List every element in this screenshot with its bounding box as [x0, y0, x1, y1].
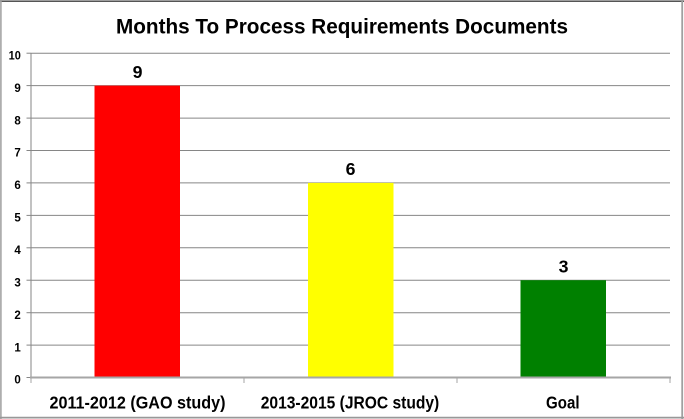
svg-text:8: 8: [14, 115, 21, 127]
svg-text:4: 4: [14, 245, 21, 257]
svg-text:10: 10: [9, 50, 21, 62]
svg-text:3: 3: [14, 277, 20, 289]
svg-text:9: 9: [14, 83, 20, 95]
svg-text:2011-2012 (GAO study): 2011-2012 (GAO study): [50, 393, 226, 413]
svg-text:3: 3: [559, 256, 569, 276]
svg-text:6: 6: [346, 159, 356, 179]
svg-text:2013-2015 (JROC study): 2013-2015 (JROC study): [261, 393, 440, 413]
svg-text:5: 5: [14, 213, 21, 225]
svg-text:2: 2: [14, 310, 20, 322]
svg-text:1: 1: [14, 342, 21, 354]
svg-text:Months To Process Requirements: Months To Process Requirements Documents: [116, 16, 568, 39]
svg-text:9: 9: [133, 62, 143, 82]
svg-text:7: 7: [14, 148, 20, 160]
svg-text:0: 0: [14, 375, 20, 387]
svg-text:6: 6: [14, 180, 20, 192]
svg-text:Goal: Goal: [546, 393, 580, 413]
